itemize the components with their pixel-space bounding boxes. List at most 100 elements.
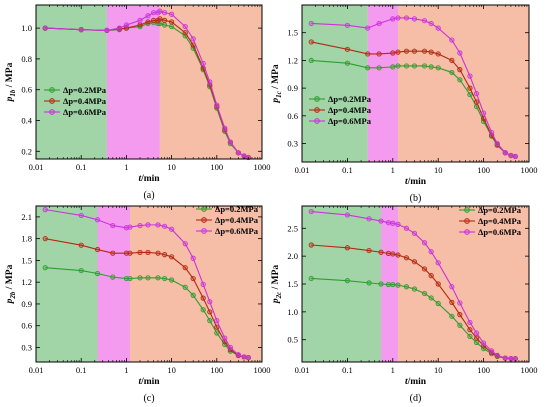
data-point [145,222,151,228]
data-point [235,150,241,156]
x-tick-label: 10 [434,365,443,375]
data-point [161,22,168,28]
data-point [366,247,372,254]
x-tick-label: 1000 [521,165,538,175]
data-point [457,77,463,83]
data-point [214,102,220,108]
x-tick-label: 0.1 [76,365,87,375]
y-axis-subscript: 1b [9,89,17,97]
data-point [411,230,418,236]
series-line-1 [311,277,516,360]
legend-marker [464,218,470,224]
y-axis-label: p2c / MPa [271,265,283,305]
data-point [190,255,196,261]
data-point [378,249,384,255]
panel-label: (c) [143,393,154,404]
data-point [227,344,234,351]
y-tick-label: 0.3 [287,139,298,149]
y-tick-label: 0.9 [21,299,32,309]
data-point [435,300,441,307]
data-point [411,48,418,54]
y-tick-label: 1.8 [21,234,32,244]
y-axis-subscript: 2b [9,291,17,300]
y-tick-label: 2.0 [287,251,298,261]
data-point [145,19,151,25]
data-point [457,312,463,318]
data-point [308,275,314,282]
data-point [182,241,188,247]
data-point [421,63,428,69]
legend-marker [314,96,320,102]
y-tick-label: 1.5 [287,279,298,289]
x-tick-label: 100 [477,365,490,375]
data-point [378,281,384,287]
plot-frame [35,205,263,363]
data-point [182,23,188,30]
data-point [395,282,401,288]
data-point [480,110,487,116]
data-point [123,275,130,282]
data-point [376,51,382,57]
x-axis-label: t/min [405,377,427,387]
data-point [169,254,175,260]
data-point [190,292,196,298]
x-axis-symbol: t [138,377,141,387]
y-tick-label: 1.0 [21,23,32,33]
data-point [214,330,220,336]
y-axis-label: p1c / MPa [271,64,283,104]
x-tick-label: 0.1 [342,365,353,375]
data-point [245,355,251,361]
data-point [110,274,116,280]
region-band-2 [106,5,160,159]
data-point [488,129,495,136]
y-tick-label: 0.3 [21,342,32,352]
y-tick-label: 1.5 [21,255,32,265]
legend-marker [49,87,55,93]
data-point [110,222,116,229]
series-line-3 [311,211,516,360]
data-point [376,20,382,27]
data-point [395,252,401,258]
x-tick-label: 1000 [254,365,271,375]
data-point [161,223,168,229]
legend-marker [314,107,320,113]
region-band-2 [381,206,398,362]
data-point [127,275,133,282]
x-axis-label: t/min [405,177,427,187]
data-point [182,30,188,36]
data-point [395,221,401,227]
data-point [390,64,396,70]
y-axis-symbol: p [5,298,15,304]
legend-entry: Δp=0.2MPa [215,204,259,214]
data-point [435,25,441,31]
x-tick-label: 10 [434,165,443,175]
legend-marker [201,206,207,212]
panel-label: (a) [143,190,154,201]
data-point [207,309,213,315]
y-tick-label: 0.6 [287,111,298,121]
data-point [365,25,371,31]
data-point [190,275,196,282]
legend-entry: Δp=0.6MPa [63,107,107,117]
data-point [157,16,163,22]
region-band-2 [367,5,398,162]
data-point [378,218,384,224]
x-tick-label: 10 [167,162,176,172]
data-point [78,267,84,274]
series-line-2 [311,41,516,157]
legend-entry: Δp=0.4MPa [63,96,107,106]
data-point [428,64,434,70]
data-point [145,13,151,19]
data-point [214,324,220,330]
data-point [502,150,508,156]
data-point [207,318,213,324]
legend-entry: Δp=0.6MPa [215,226,259,236]
x-tick-label: 100 [477,165,490,175]
legend-entry: Δp=0.4MPa [328,105,372,115]
data-point [473,91,480,97]
panel-a: 0.01 0.1 1 10 100 1000 0.2 0.4 0.6 0.8 1.0 t/min p1b… [5,4,271,201]
data-point [449,69,455,76]
data-point [145,249,151,256]
data-point [155,250,161,256]
